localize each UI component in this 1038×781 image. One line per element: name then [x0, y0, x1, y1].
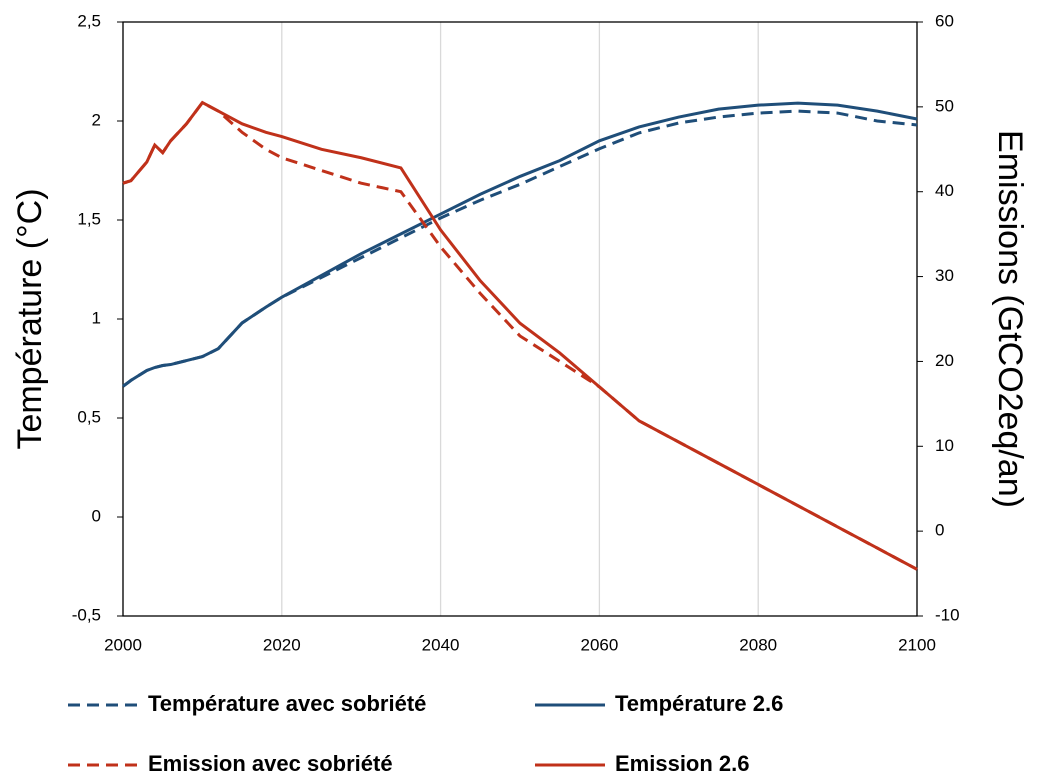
y2-tick-label: 10 [935, 436, 954, 455]
line-series [122, 100, 918, 571]
x-tick-label: 2000 [104, 635, 142, 654]
x-tick-label: 2080 [739, 635, 777, 654]
legend-label: Température 2.6 [615, 691, 783, 716]
y2-tick-label: 30 [935, 266, 954, 285]
y2-tick-label: 0 [935, 521, 944, 540]
x-tick-label: 2100 [898, 635, 936, 654]
plot-border [122, 21, 918, 617]
x-tick-label: 2060 [580, 635, 618, 654]
y-tick-label: 1 [92, 308, 101, 327]
x-tick-label: 2040 [422, 635, 460, 654]
y-tick-label: 2 [92, 110, 101, 129]
y-tick-label: 1,5 [77, 209, 101, 228]
y-tick-label: 0,5 [77, 407, 101, 426]
legend-label: Température avec sobriété [148, 691, 426, 716]
legend-label: Emission 2.6 [615, 751, 750, 776]
y-tick-label: -0,5 [72, 605, 101, 624]
y-tick-label: 2,5 [77, 11, 101, 30]
y2-tick-label: 50 [935, 96, 954, 115]
y2-tick-label: 40 [935, 181, 954, 200]
legend-label: Emission avec sobriété [148, 751, 393, 776]
y2-tick-label: 60 [935, 11, 954, 30]
y2-tick-label: 20 [935, 351, 954, 370]
y2-axis-title: Emissions (GtCO2eq/an) [991, 130, 1029, 508]
line-series [122, 109, 918, 388]
line-series [122, 100, 918, 571]
y-tick-label: 0 [92, 506, 101, 525]
y2-tick-label: -10 [935, 605, 960, 624]
x-tick-label: 2020 [263, 635, 301, 654]
line-series [122, 101, 918, 388]
y-axis-title: Température (°C) [11, 188, 49, 449]
